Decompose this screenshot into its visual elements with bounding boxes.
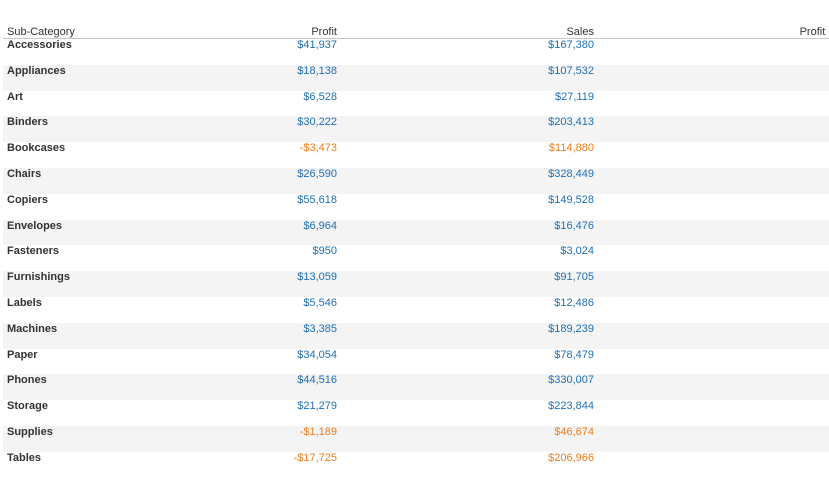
table-row: Appliances$18,138$107,53217% [3, 64, 829, 91]
table-row: Tables -$17,725 $206,966 -9% [3, 452, 829, 478]
table-row: Envelopes$6,964$16,47642% [3, 219, 829, 246]
table-row: Bookcases -$3,473 $114,880 -3% [3, 142, 829, 168]
cell-profit: $6,528 [303, 90, 337, 103]
cell-sales: $3,024 [560, 245, 594, 258]
cell-sales: $223,844 [548, 400, 594, 413]
cell-profit: $26,590 [113, 167, 341, 194]
cell-profit-ratio: 15% [598, 116, 829, 143]
cell-profit: $3,385 [113, 322, 341, 349]
cell-profit-ratio: 10% [598, 400, 829, 426]
column-header-sub-category[interactable]: Sub-Category [3, 24, 113, 39]
cell-sub-category: Tables [7, 451, 42, 464]
cell-sales: $203,413 [341, 116, 598, 143]
cell-sub-category: Phones [3, 374, 113, 401]
cell-profit: $21,279 [297, 400, 337, 413]
cell-profit: $55,618 [297, 193, 337, 206]
cell-profit: $18,138 [113, 64, 341, 91]
cell-profit-ratio: 37% [598, 194, 829, 220]
cell-profit: $30,222 [113, 116, 341, 143]
table-row: Phones$44,516$330,00713% [3, 374, 829, 401]
cell-sales: $206,966 [548, 451, 594, 464]
cell-profit: $5,546 [303, 296, 337, 309]
column-header-profit[interactable]: Profit [113, 24, 341, 39]
cell-profit: -$3,473 [299, 142, 337, 155]
cell-profit-ratio: 42% [598, 219, 829, 246]
cell-profit: -$17,725 [293, 451, 337, 464]
cell-sub-category: Bookcases [7, 142, 66, 155]
table-row: Chairs$26,590$328,4498% [3, 167, 829, 194]
table-body: Accessories$41,937$167,38025%Appliances$… [3, 39, 829, 478]
table-row: Furnishings$13,059$91,70514% [3, 271, 829, 297]
cell-profit: $44,516 [113, 374, 341, 401]
cell-profit: -$1,189 [113, 425, 341, 452]
cell-sub-category: Furnishings [3, 271, 113, 297]
cell-sales: $27,119 [555, 90, 594, 103]
cell-sales: $91,705 [341, 271, 598, 297]
cell-profit-ratio: 13% [598, 374, 829, 401]
cell-sales: $149,528 [548, 193, 594, 206]
cell-sub-category: Art [7, 90, 23, 103]
cell-sales: $107,532 [341, 64, 598, 91]
cell-profit-ratio: 8% [598, 167, 829, 194]
cell-sales: $167,380 [548, 39, 594, 51]
table-row: Paper $34,054 $78,479 43% [3, 349, 829, 375]
cell-profit-ratio: -9% [598, 452, 829, 478]
cell-sales: $328,449 [341, 167, 598, 194]
table-row: Fasteners $950 $3,024 31% [3, 245, 829, 271]
cell-sub-category: Paper [7, 348, 38, 361]
cell-sub-category: Copiers [7, 193, 48, 206]
cell-sub-category: Appliances [3, 64, 113, 91]
profit-table: Sub-Category Profit Sales Profit Ratio A… [3, 24, 829, 478]
cell-sub-category: Labels [7, 296, 42, 309]
cell-profit: $950 [312, 245, 337, 258]
cell-sub-category: Accessories [7, 39, 72, 51]
cell-profit-ratio: 24% [598, 91, 829, 117]
cell-profit-ratio: 17% [598, 64, 829, 91]
column-header-sales[interactable]: Sales [341, 24, 598, 39]
table-row: Copiers $55,618 $149,528 37% [3, 194, 829, 220]
table-row: Storage $21,279 $223,844 10% [3, 400, 829, 426]
cell-profit: $13,059 [113, 271, 341, 297]
cell-profit: $34,054 [297, 348, 337, 361]
cell-profit: $41,937 [297, 39, 337, 51]
cell-profit-ratio: 14% [598, 271, 829, 297]
cell-sub-category: Envelopes [3, 219, 113, 246]
cell-sales: $78,479 [554, 348, 594, 361]
cell-sub-category: Binders [3, 116, 113, 143]
table-row: Machines$3,385$189,2392% [3, 322, 829, 349]
cell-profit-ratio: -3% [598, 425, 829, 452]
cell-sales: $189,239 [341, 322, 598, 349]
column-header-profit-ratio[interactable]: Profit Ratio [598, 24, 829, 39]
cell-sales: $16,476 [341, 219, 598, 246]
cell-sales: $330,007 [341, 374, 598, 401]
cell-sales: $46,674 [341, 425, 598, 452]
cell-profit-ratio: 25% [598, 39, 829, 65]
header-row: Sub-Category Profit Sales Profit Ratio [3, 24, 829, 39]
cell-profit-ratio: 31% [598, 245, 829, 271]
cell-profit-ratio: 44% [598, 297, 829, 323]
cell-profit-ratio: 2% [598, 322, 829, 349]
cell-profit-ratio: 43% [598, 349, 829, 375]
cell-sales: $12,486 [554, 296, 594, 309]
table-row: Supplies-$1,189$46,674-3% [3, 425, 829, 452]
cell-sub-category: Storage [7, 400, 48, 413]
cell-sub-category: Supplies [3, 425, 113, 452]
table-row: Accessories $41,937 $167,380 25% [3, 39, 829, 65]
cell-profit: $6,964 [113, 219, 341, 246]
table-row: Binders$30,222$203,41315% [3, 116, 829, 143]
cell-sub-category: Machines [3, 322, 113, 349]
cell-sub-category: Chairs [3, 167, 113, 194]
cell-sales: $114,880 [548, 142, 594, 155]
cell-sub-category: Fasteners [7, 245, 59, 258]
cell-profit-ratio: -3% [598, 142, 829, 168]
table-row: Labels $5,546 $12,486 44% [3, 297, 829, 323]
table-row: Art $6,528 $27,119 24% [3, 91, 829, 117]
